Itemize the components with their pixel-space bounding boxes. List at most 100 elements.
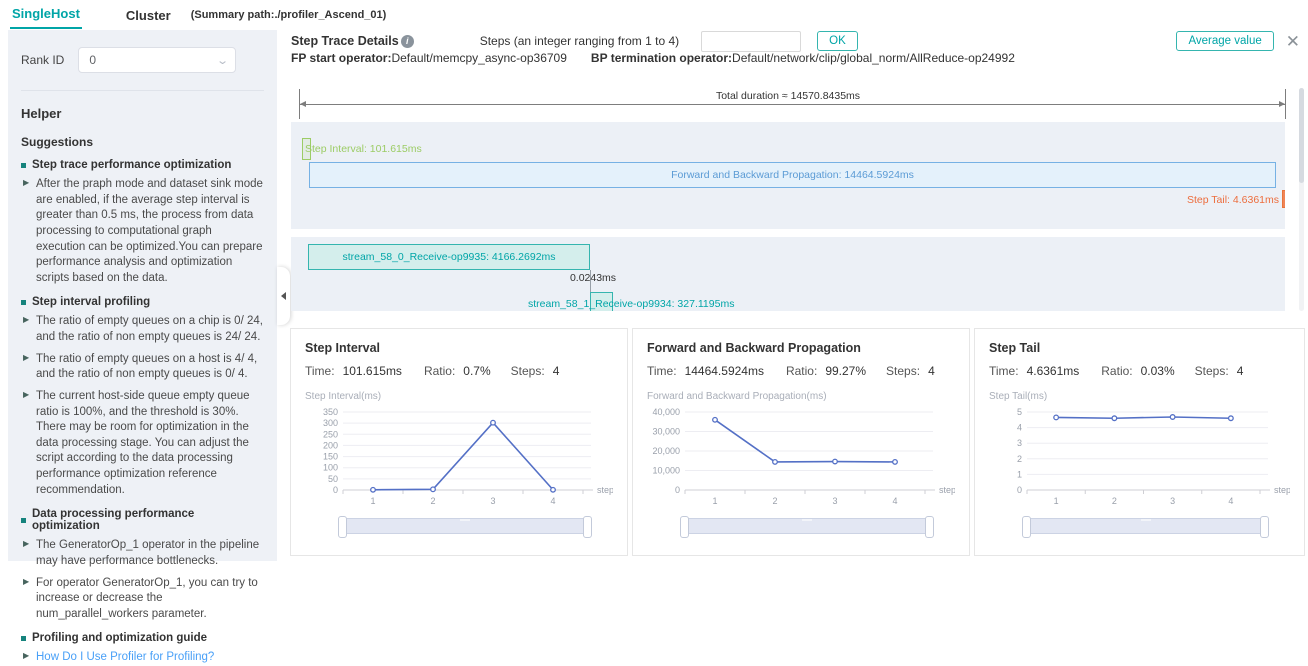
svg-text:3: 3 [490,496,495,506]
expand-arrow-icon[interactable]: ▶ [23,651,30,661]
svg-text:1: 1 [712,496,717,506]
duration-left-endbar [299,89,300,119]
ratio-value: 0.7% [463,364,491,378]
ratio-label: Ratio: [1101,364,1133,378]
ratio-label: Ratio: [785,364,818,378]
data-zoom-slider[interactable] [1022,516,1269,538]
step-tail-bar-label: Step Tail: 4.6361ms [1186,194,1279,206]
svg-text:150: 150 [323,452,338,462]
timeline-scrollbar-thumb[interactable] [1299,88,1304,183]
profiler-guide-link[interactable]: ▶ How Do I Use Profiler for Profiling? [23,651,215,664]
forward-backward-chart: 0 10,000 20,000 30,000 40,000 1 2 3 4 step [652,407,955,506]
svg-text:3: 3 [1170,496,1175,506]
svg-text:step: step [1274,485,1290,495]
data-zoom-slider[interactable] [338,516,592,538]
tab-cluster[interactable]: Cluster [125,8,171,23]
bp-termination-label: BP termination operator: [590,51,733,65]
svg-text:4: 4 [1017,423,1022,433]
steps-input[interactable] [701,30,802,52]
stream-receive-bar-1[interactable]: stream_58_0_Receive-op9935: 4166.2692ms [308,244,590,270]
expand-arrow-icon[interactable]: ▶ [23,576,30,586]
arrow-left-icon [300,101,306,107]
chevron-down-icon: ⌄ [216,54,230,67]
svg-text:0: 0 [1017,485,1022,495]
sidebar-divider [21,90,264,91]
steps-value: 4 [1236,364,1244,378]
svg-text:5: 5 [1017,407,1022,417]
y-axis-title: Step Tail(ms) [989,391,1048,402]
panel-stats: Time: 4.6361ms Ratio: 0.03% Steps: 4 [989,364,1290,378]
svg-text:0: 0 [675,485,680,495]
suggestions-title: Suggestions [21,135,94,149]
panel-step-interval: Step Interval Time: 101.615ms Ratio: 0.7… [290,328,628,556]
svg-text:1: 1 [1054,496,1059,506]
svg-text:4: 4 [892,496,897,506]
stream-receive-bar-1-label: stream_58_0_Receive-op9935: 4166.2692ms [342,251,556,263]
expand-arrow-icon[interactable]: ▶ [23,315,30,325]
svg-text:20,000: 20,000 [652,446,680,456]
stream-receive-bar-2[interactable] [590,292,613,311]
suggestion-section-title: Data processing performance optimization [21,508,264,532]
timeline-lane-stream: stream_58_0_Receive-op9935: 4166.2692ms … [291,237,1285,311]
bullet-square-icon [21,162,26,168]
svg-text:250: 250 [323,429,338,439]
step-interval-bar[interactable] [302,138,311,160]
panel-title: Step Tail [989,341,1041,355]
timeline-lane-step: Step Interval: 101.615ms Forward and Bac… [291,122,1285,229]
rank-id-select[interactable]: 0 ⌄ [78,47,237,73]
page-title: Step Trace Details [291,34,399,48]
time-value: 4.6361ms [1026,364,1080,378]
data-zoom-slider[interactable] [680,516,934,538]
expand-arrow-icon[interactable]: ▶ [23,178,30,187]
summary-path: (Summary path:./profiler_Ascend_01) [190,9,387,21]
panel-stats: Time: 14464.5924ms Ratio: 99.27% Steps: … [647,364,955,378]
expand-arrow-icon[interactable]: ▶ [23,352,30,362]
gap-duration-label: 0.0243ms [569,272,617,284]
panel-forward-backward: Forward and Backward Propagation Time: 1… [632,328,970,556]
helper-title: Helper [21,106,62,121]
fp-start-label: FP start operator: [291,51,392,65]
close-icon[interactable]: ✕ [1285,31,1300,51]
svg-text:100: 100 [323,463,338,473]
suggestion-section-title: Profiling and optimization guide [21,632,264,644]
step-tail-bar[interactable] [1282,190,1285,208]
steps-value: 4 [928,364,935,378]
time-value: 14464.5924ms [684,364,764,378]
svg-text:2: 2 [1112,496,1117,506]
expand-arrow-icon[interactable]: ▶ [23,389,30,399]
operator-info-row: FP start operator: Default/memcpy_async-… [291,51,1015,65]
suggestion-item: ▶ For operator GeneratorOp_1, you can tr… [23,576,258,620]
y-axis-title: Step Interval(ms) [305,391,382,402]
svg-text:4: 4 [550,496,555,506]
svg-text:1: 1 [370,496,375,506]
svg-text:350: 350 [323,407,338,417]
svg-text:4: 4 [1228,496,1233,506]
info-icon[interactable]: i [400,34,414,48]
expand-arrow-icon[interactable]: ▶ [23,539,30,549]
svg-text:3: 3 [1017,438,1022,448]
sidebar-collapse-button[interactable] [277,267,290,325]
gap-connector-line [590,270,591,311]
average-value-button[interactable]: Average value [1176,31,1274,51]
suggestion-item: ▶ The GeneratorOp_1 operator in the pipe… [23,539,260,567]
steps-label: Steps: [1194,364,1229,378]
panel-title: Forward and Backward Propagation [647,341,861,355]
bullet-square-icon [21,517,26,523]
ok-button[interactable]: OK [817,31,858,51]
step-tail-chart: 0 1 2 3 4 5 1 2 3 4 step [1017,407,1290,506]
svg-text:300: 300 [323,418,338,428]
timeline-scrollbar[interactable] [1299,88,1304,311]
tab-singlehost[interactable]: SingleHost [10,4,82,29]
svg-text:30,000: 30,000 [652,427,680,437]
step-trace-header: Step Trace Details i Steps (an integer r… [291,29,1302,53]
steps-label: Steps: [886,364,921,378]
bullet-square-icon [21,635,26,641]
steps-hint: Steps (an integer ranging from 1 to 4) [479,34,680,48]
fp-start-value: Default/memcpy_async-op36709 [391,51,567,65]
suggestion-item: ▶ After the praph mode and dataset sink … [23,178,263,284]
suggestion-item: ▶ The ratio of empty queues on a chip is… [23,315,263,343]
suggestion-item: ▶ The ratio of empty queues on a host is… [23,352,258,381]
forward-backward-bar[interactable]: Forward and Backward Propagation: 14464.… [309,162,1276,188]
panel-title: Step Interval [305,341,381,355]
